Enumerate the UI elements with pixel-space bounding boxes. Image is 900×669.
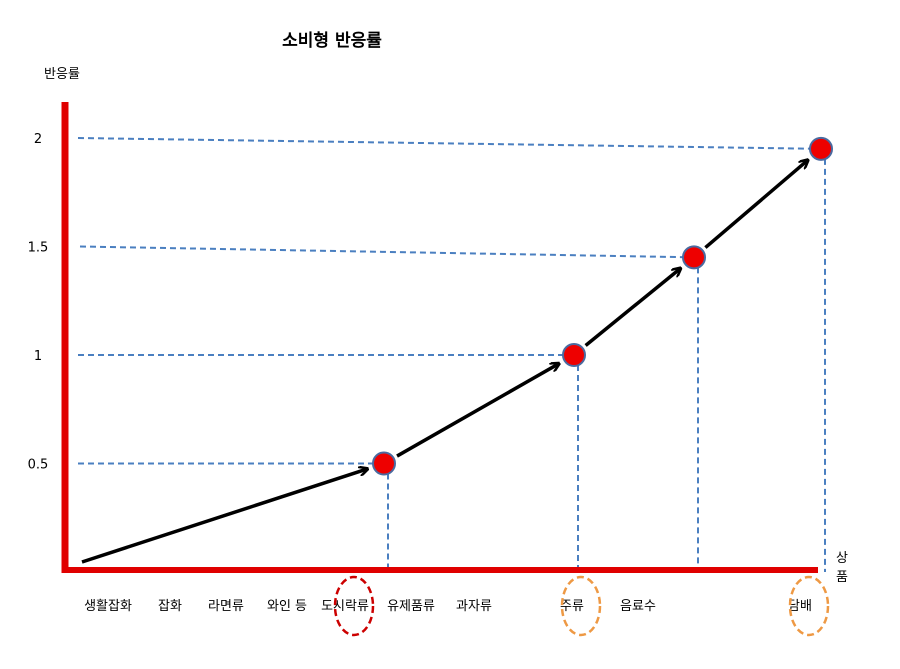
x-tick-label: 잡화 <box>158 599 182 614</box>
horizontal-guide-line <box>77 137 822 150</box>
x-tick-label: 음료수 <box>620 599 656 614</box>
x-tick-label: 과자류 <box>456 599 492 614</box>
y-axis-label: 반응률 <box>44 67 80 82</box>
y-tick-label: 0.5 <box>28 458 49 473</box>
data-point <box>372 451 396 476</box>
category-highlight-ellipse <box>788 575 830 637</box>
x-axis-label-top: 상 <box>836 551 848 566</box>
x-tick-label: 주류 <box>560 599 584 614</box>
x-tick-label: 와인 등 <box>267 599 307 614</box>
x-tick-label: 라면류 <box>208 599 244 614</box>
y-tick-label: 1 <box>34 349 42 364</box>
y-tick-label: 2 <box>34 132 42 147</box>
trend-arrow <box>584 269 680 347</box>
x-tick-label: 도시락류 <box>321 599 369 614</box>
category-highlight-ellipse <box>333 575 375 637</box>
data-point <box>682 245 706 270</box>
trend-arrow <box>704 161 807 249</box>
horizontal-guide-line <box>79 245 695 259</box>
x-tick-label: 담배 <box>788 599 812 614</box>
data-point <box>562 343 586 367</box>
x-tick-label: 생활잡화 <box>84 599 132 614</box>
x-axis-label-bottom: 품 <box>836 570 848 585</box>
category-highlight-ellipse <box>560 575 602 637</box>
trend-arrow <box>81 469 367 564</box>
y-tick-label: 1.5 <box>28 241 49 256</box>
chart-title: 소비형 반응률 <box>282 30 382 51</box>
data-point <box>809 136 833 161</box>
trend-arrow <box>396 364 558 458</box>
x-tick-label: 유제품류 <box>387 599 435 614</box>
